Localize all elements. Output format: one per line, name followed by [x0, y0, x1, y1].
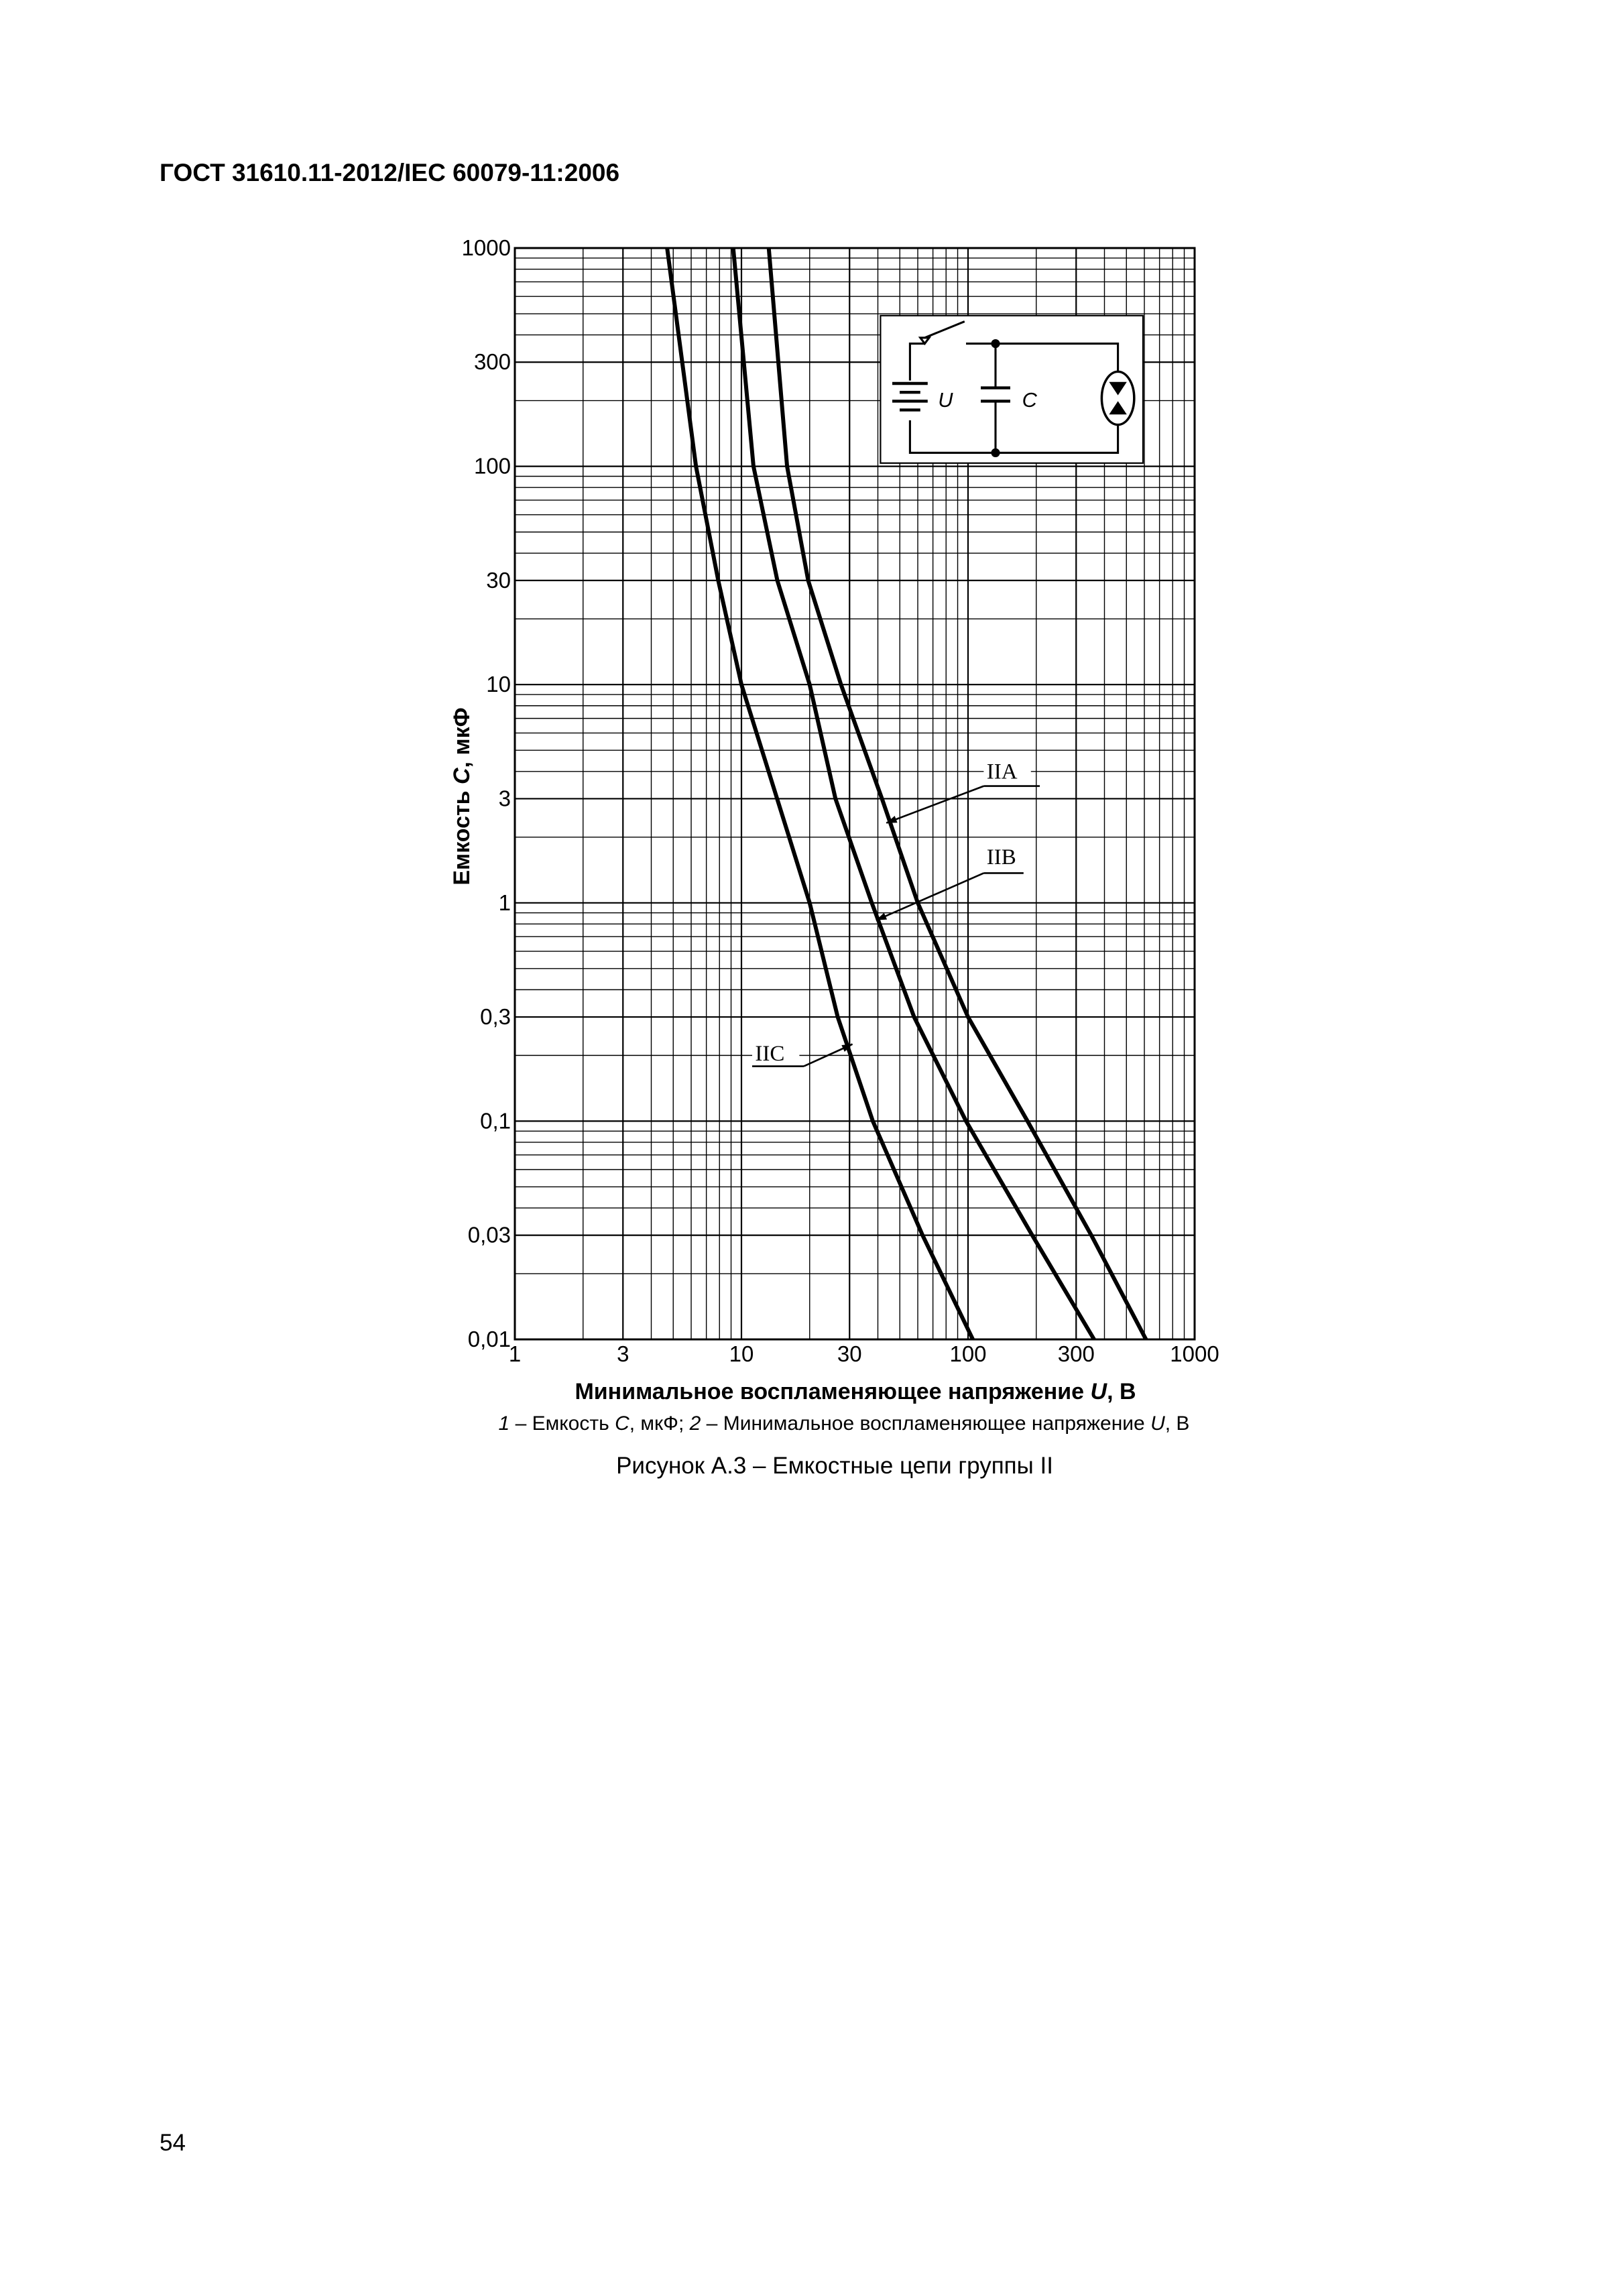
curve-labels: IIA IIB IIC	[752, 758, 1040, 1067]
arrow-head	[886, 816, 898, 823]
y-tick-label: 300	[474, 349, 511, 374]
x-tick-label: 100	[949, 1341, 986, 1366]
curve-label: IIC	[755, 1042, 784, 1066]
y-tick-label: 1	[499, 890, 511, 915]
components	[892, 381, 1011, 412]
note-part: C	[615, 1412, 629, 1435]
note-part: , В	[1165, 1412, 1190, 1435]
label-bg	[983, 843, 1031, 870]
y-tick-label: 10	[486, 672, 511, 697]
x-tick-label: 3	[617, 1341, 629, 1366]
x-tick-label: 30	[837, 1341, 862, 1366]
y-tick-label: 3	[499, 786, 511, 810]
label-part: Емкость	[449, 784, 475, 886]
plot-frame	[514, 247, 1196, 1341]
y-tick-label: 1000	[462, 235, 511, 260]
label-part: , В	[1107, 1379, 1136, 1404]
inset-box	[880, 314, 1144, 464]
junction	[991, 448, 1000, 457]
x-tick-label: 10	[729, 1341, 754, 1366]
label-part: , мкФ	[449, 707, 475, 768]
leader-arrow	[886, 785, 984, 824]
curve	[766, 247, 1148, 1341]
curve	[731, 247, 1096, 1341]
y-tick-label: 0,3	[480, 1004, 511, 1029]
x-tick-label: 300	[1058, 1341, 1095, 1366]
curve-label: IIA	[987, 760, 1018, 784]
page-number: 54	[160, 2130, 186, 2156]
y-tick-label: 30	[486, 568, 511, 593]
leader-arrow	[876, 872, 984, 922]
x-tick-label: 1000	[1170, 1341, 1219, 1366]
x-tick-label: 1	[509, 1341, 521, 1366]
wire	[908, 320, 1120, 454]
y-tick-label: 0,01	[468, 1327, 511, 1351]
circuit-diagram: U C	[880, 314, 1144, 464]
spark-gap	[1100, 370, 1136, 426]
note-part: – Минимальное воспламеняющее напряжение	[701, 1412, 1150, 1435]
label-bg	[983, 758, 1031, 785]
label-part: Минимальное воспламеняющее напряжение	[575, 1379, 1090, 1404]
x-axis-label: Минимальное воспламеняющее напряжение U,…	[575, 1379, 1136, 1404]
label-part: U	[1091, 1379, 1108, 1404]
arrow-head	[841, 1044, 853, 1052]
y-tick-label: 0,1	[480, 1108, 511, 1133]
circuit-label: U	[938, 388, 953, 412]
note-part: , мкФ;	[629, 1412, 690, 1435]
curve-label: IIB	[987, 845, 1016, 869]
y-tick-label: 0,03	[468, 1223, 511, 1248]
note: 1 – Емкость C, мкФ; 2 – Минимальное восп…	[499, 1412, 1190, 1435]
spark-gap-electrodes	[1109, 381, 1127, 415]
note-part: 1	[499, 1412, 510, 1435]
arrow-head	[876, 912, 888, 920]
label-part: C	[449, 768, 475, 784]
note-part: – Емкость	[509, 1412, 615, 1435]
caption: Рисунок А.3 – Емкостные цепи группы II	[616, 1453, 1053, 1479]
header: ГОСТ 31610.11-2012/IEC 60079-11:2006	[160, 159, 619, 186]
label-bg	[752, 1040, 800, 1067]
junction	[991, 339, 1000, 349]
note-part: U	[1150, 1412, 1165, 1435]
note-part: 2	[689, 1412, 701, 1435]
curve	[665, 247, 975, 1341]
y-tick-label: 100	[474, 454, 511, 479]
y-axis-label: Емкость C, мкФ	[449, 707, 475, 885]
circuit-label: C	[1022, 388, 1038, 412]
